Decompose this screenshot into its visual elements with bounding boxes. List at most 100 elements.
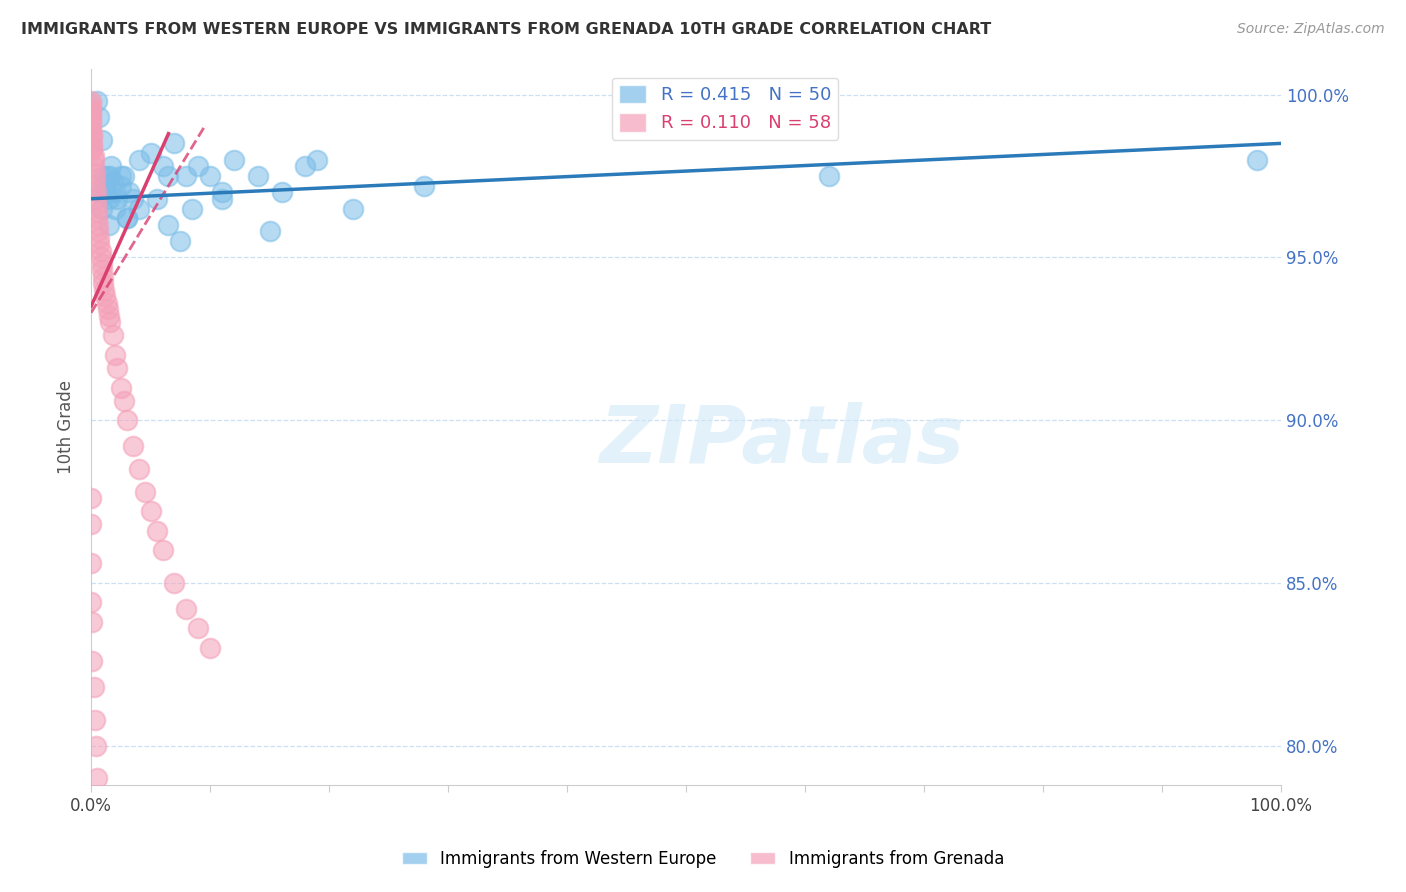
Point <box>91 269 114 284</box>
Point <box>80 517 103 532</box>
Point <box>115 211 138 226</box>
Point <box>82 136 104 151</box>
Point <box>93 178 115 193</box>
Point <box>198 169 221 183</box>
Point <box>152 543 174 558</box>
Point <box>84 739 107 753</box>
Point <box>259 224 281 238</box>
Point <box>80 94 103 108</box>
Point <box>145 192 167 206</box>
Point <box>83 149 105 163</box>
Point <box>82 139 104 153</box>
Point <box>817 169 839 183</box>
Point <box>187 622 209 636</box>
Point <box>222 153 245 167</box>
Point <box>100 159 122 173</box>
Point <box>128 462 150 476</box>
Point <box>90 133 112 147</box>
Point <box>80 107 103 121</box>
Point <box>118 186 141 200</box>
Point <box>98 169 121 183</box>
Point <box>90 202 112 216</box>
Point <box>115 211 138 226</box>
Point <box>101 328 124 343</box>
Point <box>110 178 132 193</box>
Point <box>90 257 112 271</box>
Point <box>89 231 111 245</box>
Y-axis label: 10th Grade: 10th Grade <box>58 380 75 474</box>
Point <box>86 771 108 785</box>
Point <box>211 192 233 206</box>
Point <box>413 178 436 193</box>
Point <box>97 302 120 317</box>
Point <box>86 94 108 108</box>
Point <box>114 393 136 408</box>
Point <box>181 202 204 216</box>
Point <box>187 159 209 173</box>
Point <box>94 289 117 303</box>
Point <box>145 524 167 538</box>
Point <box>93 283 115 297</box>
Point <box>211 186 233 200</box>
Point <box>114 169 136 183</box>
Point <box>104 202 127 216</box>
Point <box>91 277 114 291</box>
Point <box>139 504 162 518</box>
Point <box>110 169 132 183</box>
Legend: Immigrants from Western Europe, Immigrants from Grenada: Immigrants from Western Europe, Immigran… <box>395 844 1011 875</box>
Text: ZIPatlas: ZIPatlas <box>599 402 963 480</box>
Legend: R = 0.415   N = 50, R = 0.110   N = 58: R = 0.415 N = 50, R = 0.110 N = 58 <box>612 78 838 140</box>
Point <box>110 380 132 394</box>
Point <box>83 153 105 167</box>
Point <box>157 169 180 183</box>
Point <box>104 348 127 362</box>
Point <box>139 146 162 161</box>
Point <box>157 218 180 232</box>
Point <box>307 153 329 167</box>
Point <box>198 640 221 655</box>
Point <box>86 211 108 226</box>
Point <box>89 111 111 125</box>
Point <box>82 143 104 157</box>
Point <box>87 224 110 238</box>
Point <box>83 178 105 193</box>
Point <box>163 136 186 151</box>
Point <box>105 192 128 206</box>
Point <box>86 204 108 219</box>
Point <box>98 309 121 323</box>
Point <box>80 101 103 115</box>
Point <box>82 615 104 629</box>
Text: IMMIGRANTS FROM WESTERN EUROPE VS IMMIGRANTS FROM GRENADA 10TH GRADE CORRELATION: IMMIGRANTS FROM WESTERN EUROPE VS IMMIGR… <box>21 22 991 37</box>
Point <box>176 169 198 183</box>
Point <box>80 117 103 131</box>
Point <box>87 218 110 232</box>
Point <box>121 192 143 206</box>
Point <box>169 234 191 248</box>
Point <box>83 172 105 186</box>
Point <box>246 169 269 183</box>
Point <box>115 413 138 427</box>
Point <box>89 237 111 252</box>
Point <box>80 111 103 125</box>
Point <box>98 218 121 232</box>
Text: Source: ZipAtlas.com: Source: ZipAtlas.com <box>1237 22 1385 37</box>
Point <box>90 263 112 277</box>
Point <box>134 484 156 499</box>
Point <box>294 159 316 173</box>
Point <box>163 575 186 590</box>
Point <box>82 654 104 668</box>
Point <box>83 166 105 180</box>
Point <box>83 159 105 173</box>
Point <box>80 557 103 571</box>
Point <box>152 159 174 173</box>
Point <box>80 120 103 135</box>
Point <box>80 123 103 137</box>
Point <box>82 127 104 141</box>
Point <box>83 713 105 727</box>
Point <box>96 169 118 183</box>
Point <box>104 186 127 200</box>
Point <box>121 439 143 453</box>
Point <box>90 244 112 258</box>
Point <box>80 97 103 112</box>
Point <box>90 186 112 200</box>
